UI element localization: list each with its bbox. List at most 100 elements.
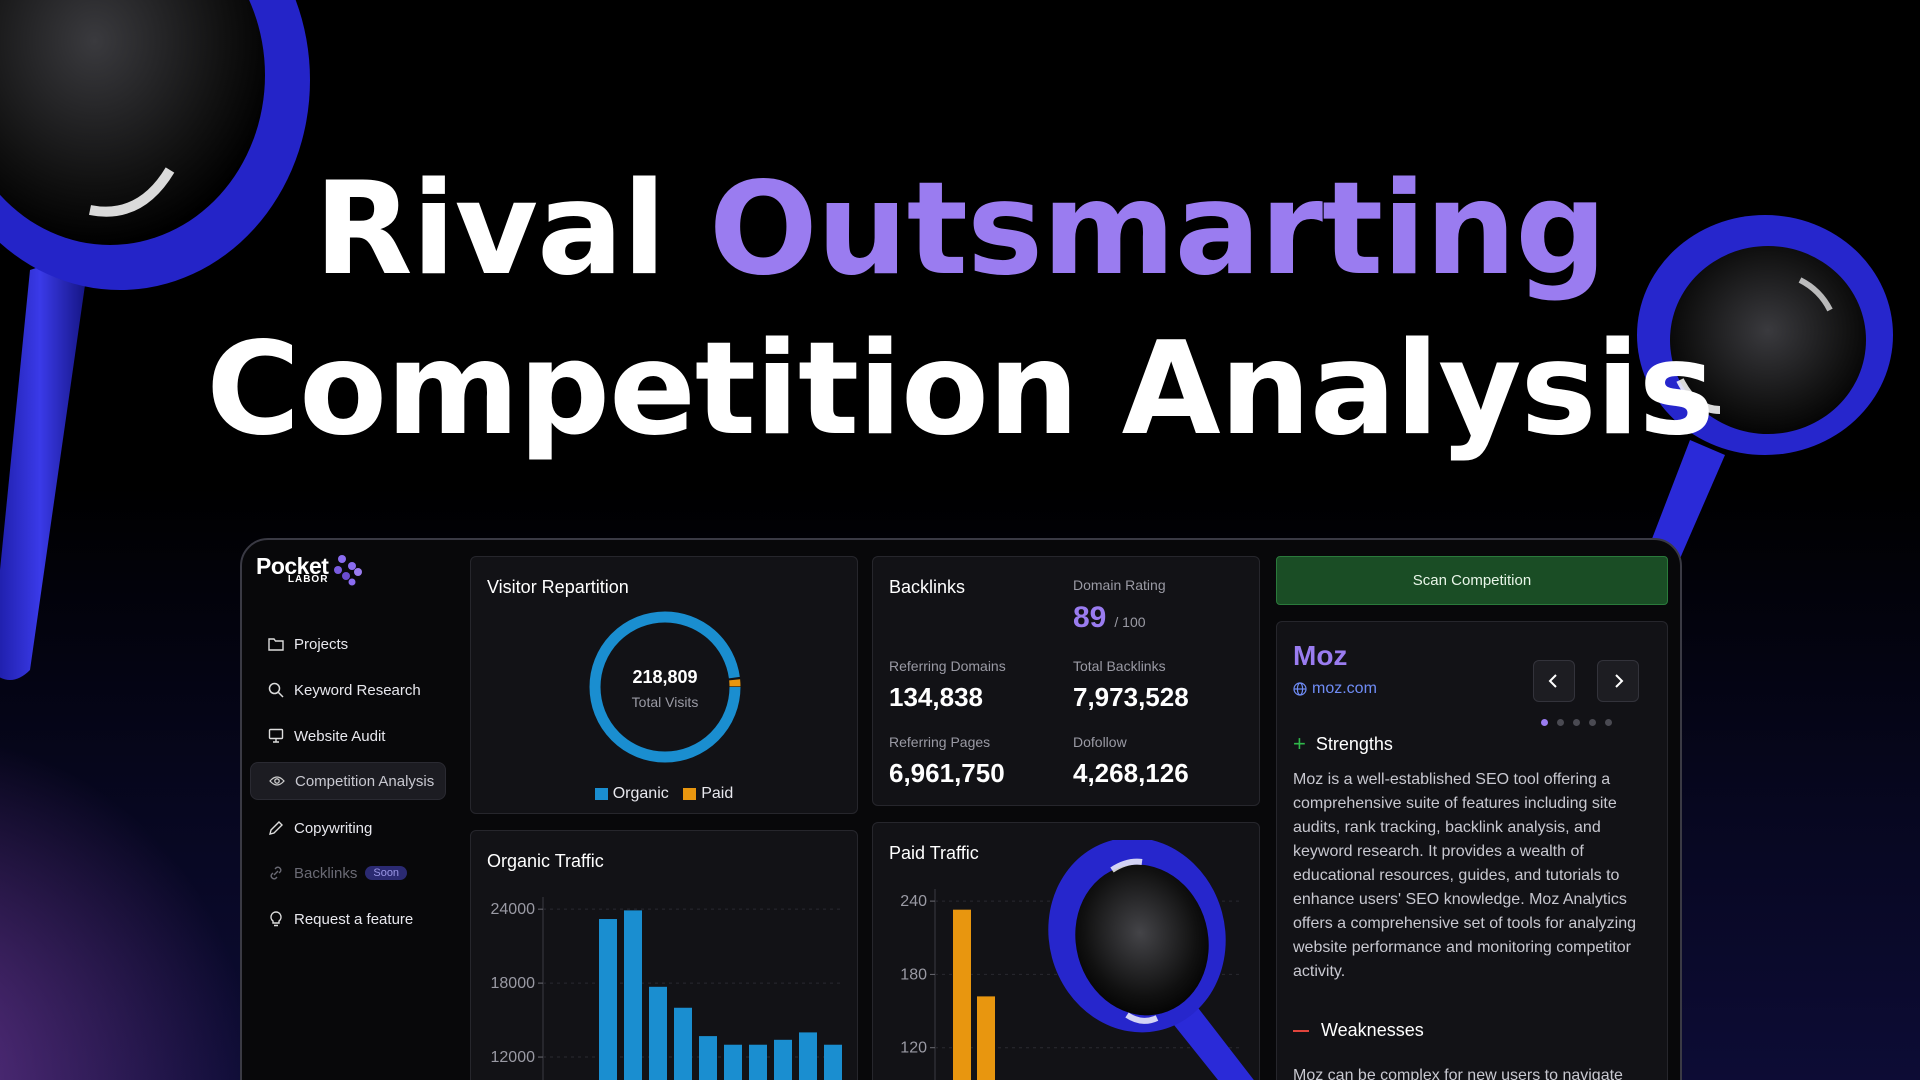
referring-pages-value: 6,961,750 [889,758,1005,788]
sidebar-item-website-audit[interactable]: Website Audit [250,717,446,755]
referring-domains-value: 134,838 [889,682,983,712]
monitor-icon [266,726,286,746]
paid-traffic-chart: 240 180 120 [900,889,1243,1080]
sidebar-item-label: Backlinks [294,864,358,882]
hero-title: Rival Outsmarting Competition Analysis [0,150,1920,470]
y-tick-label: 24000 [491,901,536,918]
total-visits-label: Total Visits [631,694,699,710]
hero-word-outsmarting: Outsmarting [708,155,1607,304]
organic-traffic-title: Organic Traffic [487,851,604,871]
soon-badge: Soon [365,866,408,880]
app-window: Pocket LABOR Projects Keyword Research [240,538,1682,1080]
hero-word-rival: Rival [314,155,666,304]
logo[interactable]: Pocket LABOR [256,552,363,586]
bar-1[interactable] [599,919,617,1080]
sidebar-item-competition-analysis[interactable]: Competition Analysis [250,762,446,800]
magnifier-center-decoration [1048,840,1254,1080]
folder-icon [266,634,286,654]
y-tick-label: 18000 [491,975,536,992]
sidebar-item-label: Request a feature [294,910,414,928]
bar-10[interactable] [824,1044,842,1080]
referring-domains-label: Referring Domains [889,658,1006,674]
dofollow-label: Dofollow [1073,734,1127,750]
competitor-card: Moz moz.com + Strengths Moz is a well-es… [1276,621,1668,1080]
bar-1[interactable] [953,909,971,1080]
weaknesses-heading: Weaknesses [1293,1020,1424,1041]
sidebar-item-projects[interactable]: Projects [250,625,446,663]
legend-organic-label: Organic [612,785,669,802]
scan-competition-button[interactable]: Scan Competition [1276,556,1668,605]
competitor-url: moz.com [1312,680,1377,697]
total-visits-value: 218,809 [632,667,698,687]
domain-rating-label: Domain Rating [1073,577,1166,593]
bar-6[interactable] [724,1044,742,1080]
strengths-heading: + Strengths [1293,731,1393,757]
organic-traffic-chart: 24000 18000 12000 [491,897,842,1080]
donut-organic-arc [589,611,741,763]
total-backlinks-label: Total Backlinks [1073,658,1166,674]
referring-pages-label: Referring Pages [889,734,991,750]
magnifier-right-decoration [1637,215,1893,570]
page-dot-5[interactable] [1605,719,1612,726]
prev-competitor-button[interactable] [1533,660,1575,702]
organic-traffic-card: Organic Traffic 24000 18000 12000 [470,830,858,1080]
bar-3[interactable] [649,986,667,1080]
bar-8[interactable] [774,1039,792,1080]
bar-2[interactable] [977,996,995,1080]
y-tick-label: 120 [900,1040,927,1057]
visits-donut-chart [589,611,741,763]
page-dot-2[interactable] [1557,719,1564,726]
bar-2[interactable] [624,910,642,1080]
magnifier-left-decoration [0,0,310,680]
plus-icon: + [1293,731,1306,756]
dofollow-value: 4,268,126 [1073,758,1189,788]
sidebar-item-label: Website Audit [294,727,386,745]
logo-sub: LABOR [287,573,329,585]
legend-paid: Paid [683,785,733,803]
visits-legend: Organic Paid [471,785,857,805]
backlinks-card: Backlinks Domain Rating 89 / 100 Referri… [872,556,1260,806]
competitor-name: Moz [1293,640,1348,671]
sidebar-item-label: Competition Analysis [295,772,435,790]
domain-rating-value: 89 [1073,601,1107,634]
lightbulb-icon [266,909,286,929]
backlinks-title: Backlinks [889,577,966,597]
sidebar-item-label: Copywriting [294,819,373,837]
page-dot-1[interactable] [1541,719,1548,726]
hero-line-2: Competition Analysis [206,315,1715,464]
visitor-repartition-title: Visitor Repartition [487,577,629,597]
weaknesses-title: Weaknesses [1321,1020,1424,1040]
logo-word: Pocket [256,552,329,579]
strengths-title: Strengths [1315,733,1393,754]
total-backlinks-value: 7,973,528 [1073,682,1189,712]
legend-organic: Organic [594,785,669,803]
sidebar-item-request-feature[interactable]: Request a feature [250,900,446,938]
sidebar-item-backlinks: Backlinks Soon [250,854,446,892]
legend-paid-label: Paid [701,785,734,802]
globe-icon [1293,682,1307,696]
y-tick-label: 240 [900,893,927,910]
eye-icon [267,771,287,791]
page-dot-4[interactable] [1589,719,1596,726]
search-icon [266,680,286,700]
bar-5[interactable] [699,1036,717,1080]
sidebar-item-keyword-research[interactable]: Keyword Research [250,671,446,709]
strengths-text: Moz is a well-established SEO tool offer… [1293,771,1636,980]
link-icon [266,863,286,883]
sidebar-item-copywriting[interactable]: Copywriting [250,809,446,847]
next-competitor-button[interactable] [1597,660,1639,702]
domain-rating-max: / 100 [1114,614,1146,630]
page-dot-3[interactable] [1573,719,1580,726]
bar-7[interactable] [749,1044,767,1080]
minus-icon [1293,1029,1309,1032]
chevron-right-icon [1615,674,1624,688]
paid-traffic-title: Paid Traffic [889,843,979,863]
visitor-repartition-card: Visitor Repartition 218,809 Total Visits… [470,556,858,814]
y-tick-label: 12000 [491,1049,536,1066]
competitor-url-link[interactable]: moz.com [1293,680,1377,698]
bar-4[interactable] [674,1007,692,1080]
logo-dots-icon [334,555,363,586]
bar-9[interactable] [799,1032,817,1080]
chevron-left-icon [1548,674,1557,688]
sidebar: Pocket LABOR Projects Keyword Research [242,540,468,1080]
